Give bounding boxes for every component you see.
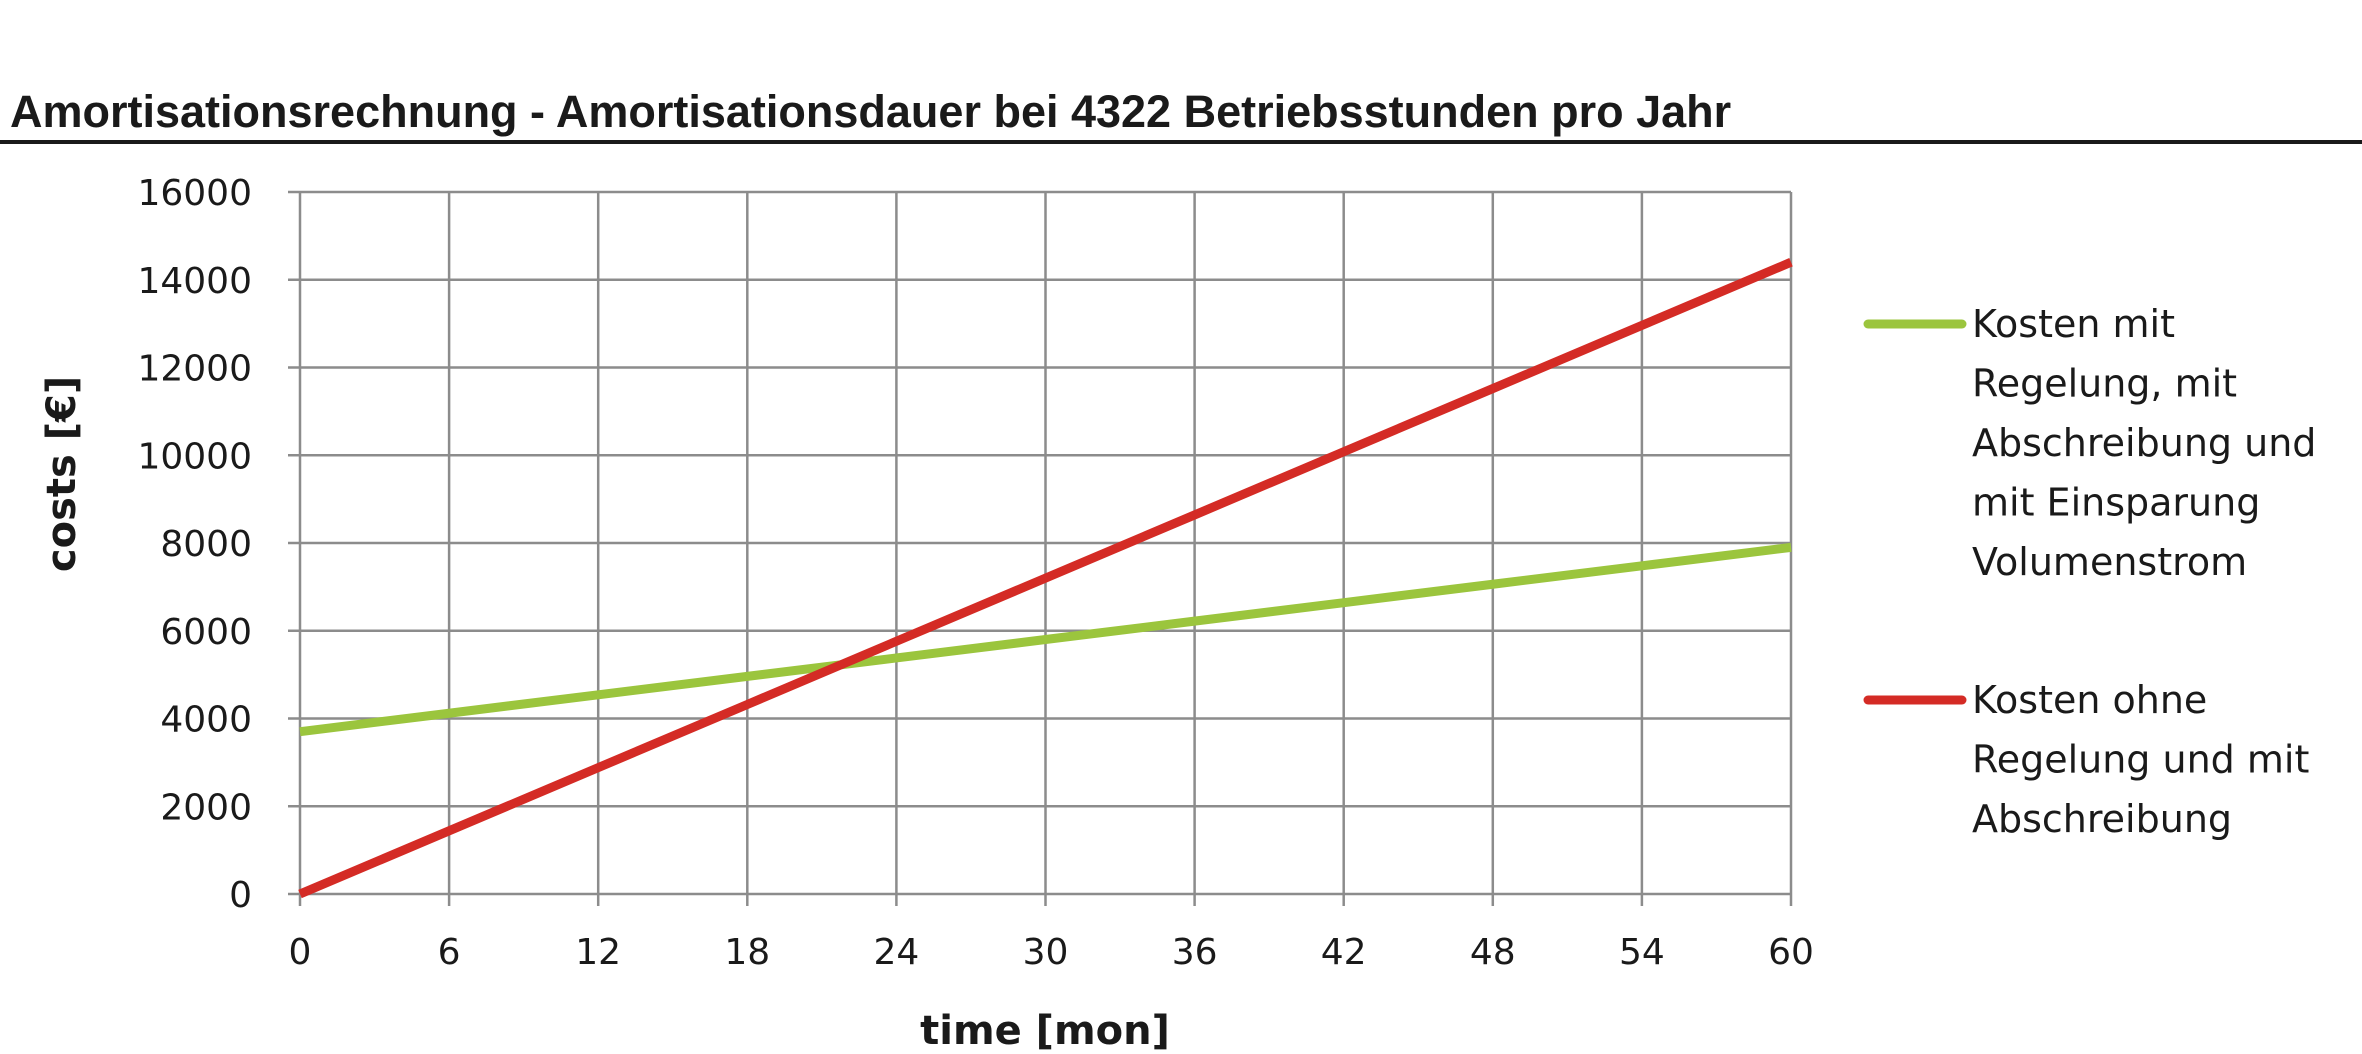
- x-tick-label: 18: [724, 932, 770, 973]
- x-axis-label: time [mon]: [920, 1008, 1170, 1054]
- y-axis-ticks: 0 2000 4000 6000 8000 10000 12000 14000 16000: [137, 173, 252, 916]
- series-lines: [298, 258, 1793, 899]
- legend-label-1: Volumenstrom: [1972, 540, 2247, 584]
- legend: Kosten mit Regelung, mit Abschreibung und m…: [1863, 302, 2316, 841]
- x-tick-label: 6: [438, 932, 461, 973]
- series-line-1: [299, 542, 1792, 737]
- y-tick-label: 8000: [160, 524, 252, 565]
- legend-label-2: Regelung und mit: [1972, 738, 2309, 782]
- legend-label-2: Abschreibung: [1972, 797, 2232, 841]
- chart-title: Amortisationsrechnung - Amortisationsdau…: [10, 86, 1732, 137]
- series-line-2: [298, 258, 1793, 899]
- y-axis-label: costs [€]: [39, 376, 85, 572]
- y-tick-label: 6000: [160, 612, 252, 653]
- legend-label-1: Regelung, mit: [1972, 362, 2237, 406]
- y-tick-label: 2000: [160, 787, 252, 828]
- y-tick-label: 10000: [137, 436, 252, 477]
- y-tick-label: 16000: [137, 173, 252, 214]
- legend-label-2: Kosten ohne: [1972, 678, 2207, 722]
- y-tick-label: 14000: [137, 261, 252, 302]
- x-tick-label: 42: [1321, 932, 1367, 973]
- legend-label-1: Kosten mit: [1972, 302, 2175, 346]
- y-tick-label: 12000: [137, 349, 252, 390]
- x-tick-label: 0: [289, 932, 312, 973]
- legend-label-1: Abschreibung und: [1972, 421, 2316, 465]
- legend-label-1: mit Einsparung: [1972, 481, 2260, 525]
- x-tick-label: 54: [1619, 932, 1665, 973]
- x-tick-label: 36: [1172, 932, 1218, 973]
- y-tick-label: 0: [229, 875, 252, 916]
- x-tick-label: 12: [575, 932, 621, 973]
- title-divider: [0, 140, 2362, 144]
- y-tick-label: 4000: [160, 700, 252, 741]
- x-tick-label: 60: [1768, 932, 1814, 973]
- x-tick-label: 30: [1023, 932, 1069, 973]
- x-tick-label: 24: [873, 932, 919, 973]
- x-axis-ticks: 0 6 12 18 24 30 36 42 48 54 60: [289, 932, 1814, 973]
- x-tick-label: 48: [1470, 932, 1516, 973]
